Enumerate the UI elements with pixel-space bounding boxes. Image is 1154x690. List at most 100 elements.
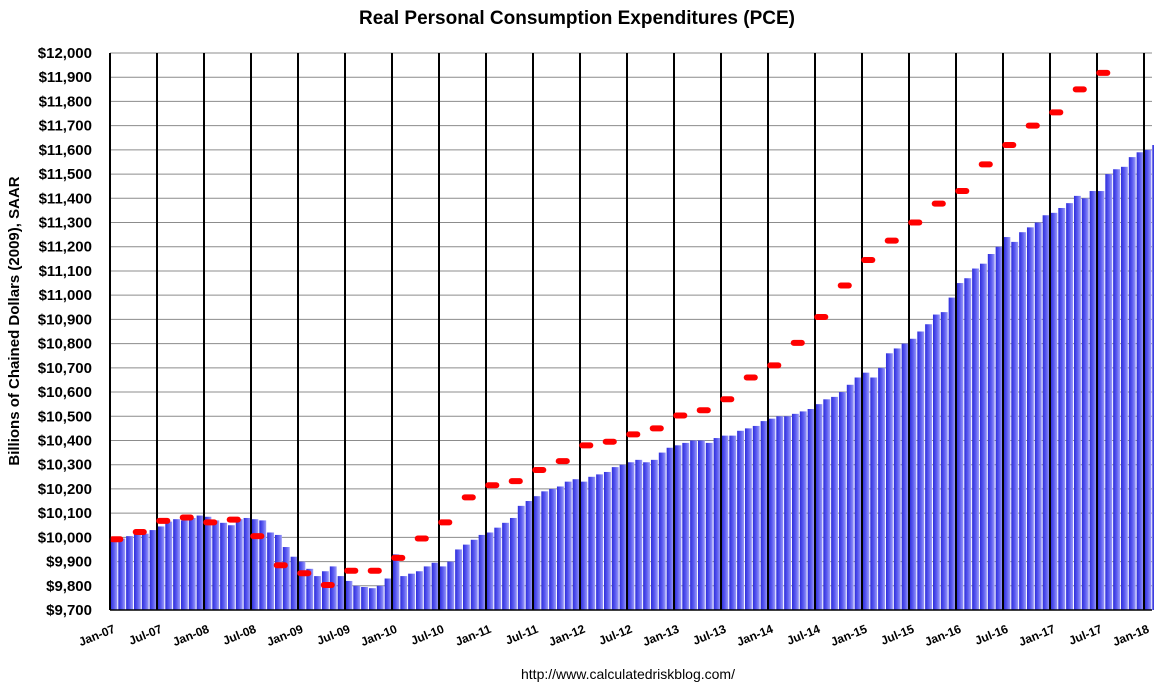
x-tick-label: Jul-10 (409, 622, 447, 648)
y-tick-label: $10,400 (38, 432, 92, 449)
bar (580, 481, 588, 610)
bar (533, 496, 541, 610)
bar (212, 520, 220, 610)
x-tick-label: Jan-15 (829, 622, 870, 649)
y-tick-label: $10,300 (38, 457, 92, 474)
y-tick-label: $11,800 (39, 93, 92, 110)
y-tick-label: $10,800 (38, 336, 92, 353)
bar (361, 586, 369, 610)
bar (799, 411, 807, 610)
marker (344, 567, 359, 574)
bar (611, 467, 619, 610)
bar (400, 576, 408, 610)
marker (743, 374, 758, 381)
bar (447, 561, 455, 610)
bar (353, 585, 361, 610)
bar (462, 544, 470, 610)
bar (721, 435, 729, 610)
marker (156, 517, 171, 524)
bar (744, 428, 752, 610)
marker (367, 567, 382, 574)
bar (1011, 241, 1019, 611)
bar (572, 479, 580, 610)
bar (650, 459, 658, 610)
bar (1097, 191, 1105, 610)
marker (1096, 69, 1111, 76)
bar (737, 430, 745, 610)
marker (931, 200, 946, 207)
bar (541, 491, 549, 610)
bar (1081, 198, 1089, 610)
y-tick-label: $10,500 (38, 408, 92, 425)
bar (220, 522, 228, 610)
marker (414, 535, 429, 542)
y-tick-label: $10,100 (38, 505, 92, 522)
bar (235, 519, 243, 610)
bar (290, 556, 298, 610)
y-tick-label: $9,900 (46, 554, 92, 571)
marker (814, 313, 829, 320)
bar (173, 519, 181, 610)
x-tick-label: Jul-16 (973, 622, 1011, 648)
bar (1050, 212, 1058, 610)
marker (179, 514, 194, 521)
bar (658, 452, 666, 610)
x-tick-label: Jan-14 (735, 622, 776, 649)
x-tick-label: Jul-07 (127, 622, 165, 648)
bar (831, 396, 839, 610)
bar (1128, 157, 1136, 611)
x-tick-labels: Jan-07 Jul-07 Jan-08 Jul-08 Jan-09 Jul-09 Jan-… (77, 622, 1152, 649)
marker (132, 529, 147, 536)
bar (768, 418, 776, 610)
bar (987, 254, 995, 611)
bar (502, 522, 510, 610)
bar (596, 474, 604, 610)
bar (893, 348, 901, 610)
bar (204, 516, 212, 610)
bar (517, 505, 525, 610)
bar (1003, 237, 1011, 610)
x-tick-label: Jan-08 (171, 622, 212, 649)
x-tick-label: Jul-12 (597, 622, 635, 648)
bar (392, 554, 400, 610)
bar (384, 578, 392, 610)
bar (925, 324, 933, 610)
y-tick-label: $11,500 (39, 166, 92, 183)
bar (431, 562, 439, 610)
bar (635, 459, 643, 610)
bar (627, 462, 635, 610)
marker (673, 412, 688, 419)
x-tick-label: Jul-08 (221, 622, 259, 648)
bar (509, 517, 517, 610)
bar (909, 338, 917, 610)
bar (964, 278, 972, 610)
bar (878, 367, 886, 610)
marker (861, 257, 876, 264)
bar (133, 532, 141, 610)
bar (415, 571, 423, 610)
marker (438, 519, 453, 526)
marker (203, 519, 218, 526)
bar (337, 576, 345, 610)
marker (1025, 122, 1040, 129)
bar (846, 384, 854, 610)
bar (1113, 169, 1121, 611)
y-tick-label: $11,700 (39, 118, 92, 135)
marker (696, 407, 711, 414)
marker (602, 438, 617, 445)
marker (579, 442, 594, 449)
bar (666, 447, 674, 610)
bar (972, 268, 980, 610)
bar (525, 501, 533, 610)
bar (110, 539, 118, 610)
y-tick-label: $11,000 (39, 287, 92, 304)
x-tick-label: Jul-11 (503, 622, 540, 648)
bar (1026, 227, 1034, 610)
bar (423, 566, 431, 610)
marker-series (109, 69, 1111, 589)
y-tick-label: $11,600 (39, 142, 92, 159)
x-tick-label: Jan-17 (1017, 622, 1058, 649)
x-tick-label: Jan-12 (547, 622, 588, 649)
bar (1066, 203, 1074, 610)
